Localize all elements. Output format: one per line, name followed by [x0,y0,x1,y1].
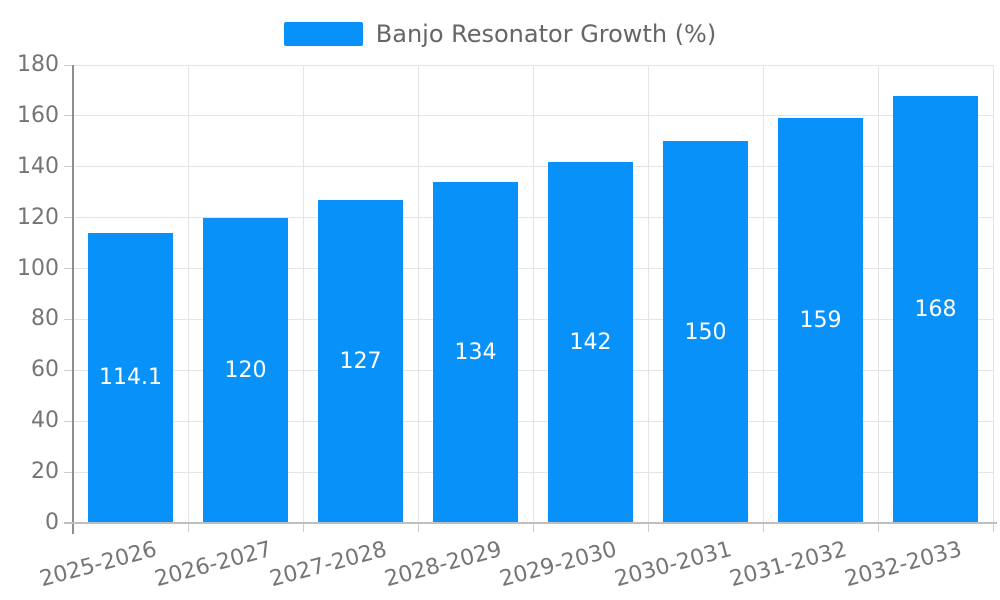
legend[interactable]: Banjo Resonator Growth (%) [0,20,1000,48]
bar-value-label: 150 [684,319,727,345]
v-gridline [877,65,879,523]
y-tick-label: 40 [31,408,59,434]
y-tick [64,471,73,473]
bar[interactable]: 168 [893,95,978,523]
bar[interactable]: 127 [318,199,403,523]
y-tick-label: 80 [31,306,59,332]
y-tick-label: 120 [17,204,59,230]
bar[interactable]: 114.1 [88,232,173,523]
bar-value-label: 159 [799,308,842,334]
legend-label: Banjo Resonator Growth (%) [375,20,717,48]
y-tick-label: 160 [17,102,59,128]
v-gridline [417,65,419,523]
y-tick-label: 140 [17,153,59,179]
bar[interactable]: 159 [778,118,863,523]
bar-value-label: 127 [339,348,382,374]
x-tick [762,523,764,532]
bar[interactable]: 134 [433,182,518,523]
bar[interactable]: 142 [548,161,633,523]
x-tick [532,523,534,532]
bar-value-label: 142 [569,329,612,355]
x-tick [417,523,419,532]
x-tick [302,523,304,532]
x-tick-label: 2025-2026 [36,537,159,593]
y-tick [64,420,73,422]
x-tick [187,523,189,532]
y-tick [64,64,73,66]
y-tick-label: 0 [45,510,59,535]
x-tick-label: 2028-2029 [381,537,504,593]
y-tick-label: 20 [31,459,59,485]
v-gridline [992,65,994,523]
bar-value-label: 120 [224,357,267,383]
y-tick-label: 60 [31,357,59,383]
x-tick-label: 2031-2032 [726,537,849,593]
bar[interactable]: 120 [203,217,288,523]
x-tick [877,523,879,532]
y-tick-label: 100 [17,255,59,281]
bar-value-label: 168 [914,296,957,322]
v-gridline [762,65,764,523]
bar-value-label: 114.1 [99,365,162,391]
bar-value-label: 134 [454,340,497,365]
legend-swatch [283,22,363,46]
x-tick-label: 2026-2027 [151,537,274,593]
x-tick [992,523,994,532]
x-tick-label: 2030-2031 [611,537,734,593]
v-gridline [187,65,189,523]
x-axis-line [64,522,997,524]
y-tick [64,217,73,219]
x-tick-label: 2029-2030 [496,537,619,593]
x-tick-label: 2027-2028 [266,537,389,593]
y-tick [64,268,73,270]
y-tick [64,369,73,371]
v-gridline [647,65,649,523]
y-tick [64,166,73,168]
x-tick [647,523,649,532]
v-gridline [532,65,534,523]
y-tick [64,318,73,320]
y-axis-line [72,65,74,534]
x-tick-label: 2032-2033 [841,537,964,593]
y-tick [64,115,73,117]
y-tick-label: 180 [17,52,59,77]
bar[interactable]: 150 [663,141,748,523]
v-gridline [302,65,304,523]
